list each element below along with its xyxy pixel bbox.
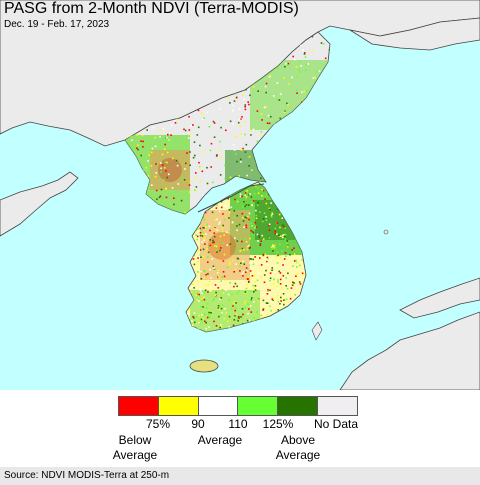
- legend-swatch-above-125: [278, 397, 319, 415]
- jeju-island: [189, 359, 219, 373]
- legend-average: Average: [190, 433, 250, 448]
- legend-above-average-text: Above Average: [275, 433, 321, 462]
- legend-below-average-text: Below Average: [112, 433, 158, 462]
- russia-coast: [349, 17, 480, 51]
- ndvi-map: [0, 0, 480, 390]
- japan-land: [339, 311, 480, 390]
- page-title: PASG from 2-Month NDVI (Terra-MODIS): [4, 0, 299, 17]
- japan-north: [399, 277, 480, 319]
- legend-tick: 90: [191, 417, 205, 431]
- legend-tick: 125%: [262, 417, 294, 431]
- legend-swatch-no-data: [318, 397, 357, 415]
- legend-tick: No Data: [313, 417, 359, 431]
- dmz-border: [197, 183, 265, 213]
- legend-below-average: Below Average: [110, 433, 160, 463]
- source-footer: Source: NDVI MODIS-Terra at 250-m: [0, 467, 480, 485]
- legend-swatch-below-75: [119, 397, 159, 415]
- legend-above-average: Above Average: [268, 433, 328, 463]
- legend-ticks: 75% 90 110 125% No Data: [0, 417, 480, 433]
- north-korea-vegetation: [125, 60, 330, 214]
- ulleung-island: [383, 229, 389, 235]
- legend-swatch-75-90: [158, 397, 199, 415]
- legend-average-text: Average: [197, 433, 243, 447]
- legend-swatch-110-125: [238, 397, 279, 415]
- shandong-land: [0, 171, 79, 237]
- legend-tick: 75%: [145, 417, 171, 431]
- legend-tick: 110: [228, 417, 248, 431]
- tsushima-island: [311, 321, 323, 341]
- legend-color-bar: [118, 396, 358, 416]
- date-range: Dec. 19 - Feb. 17, 2023: [4, 19, 110, 30]
- legend-swatch-90-110: [198, 397, 239, 415]
